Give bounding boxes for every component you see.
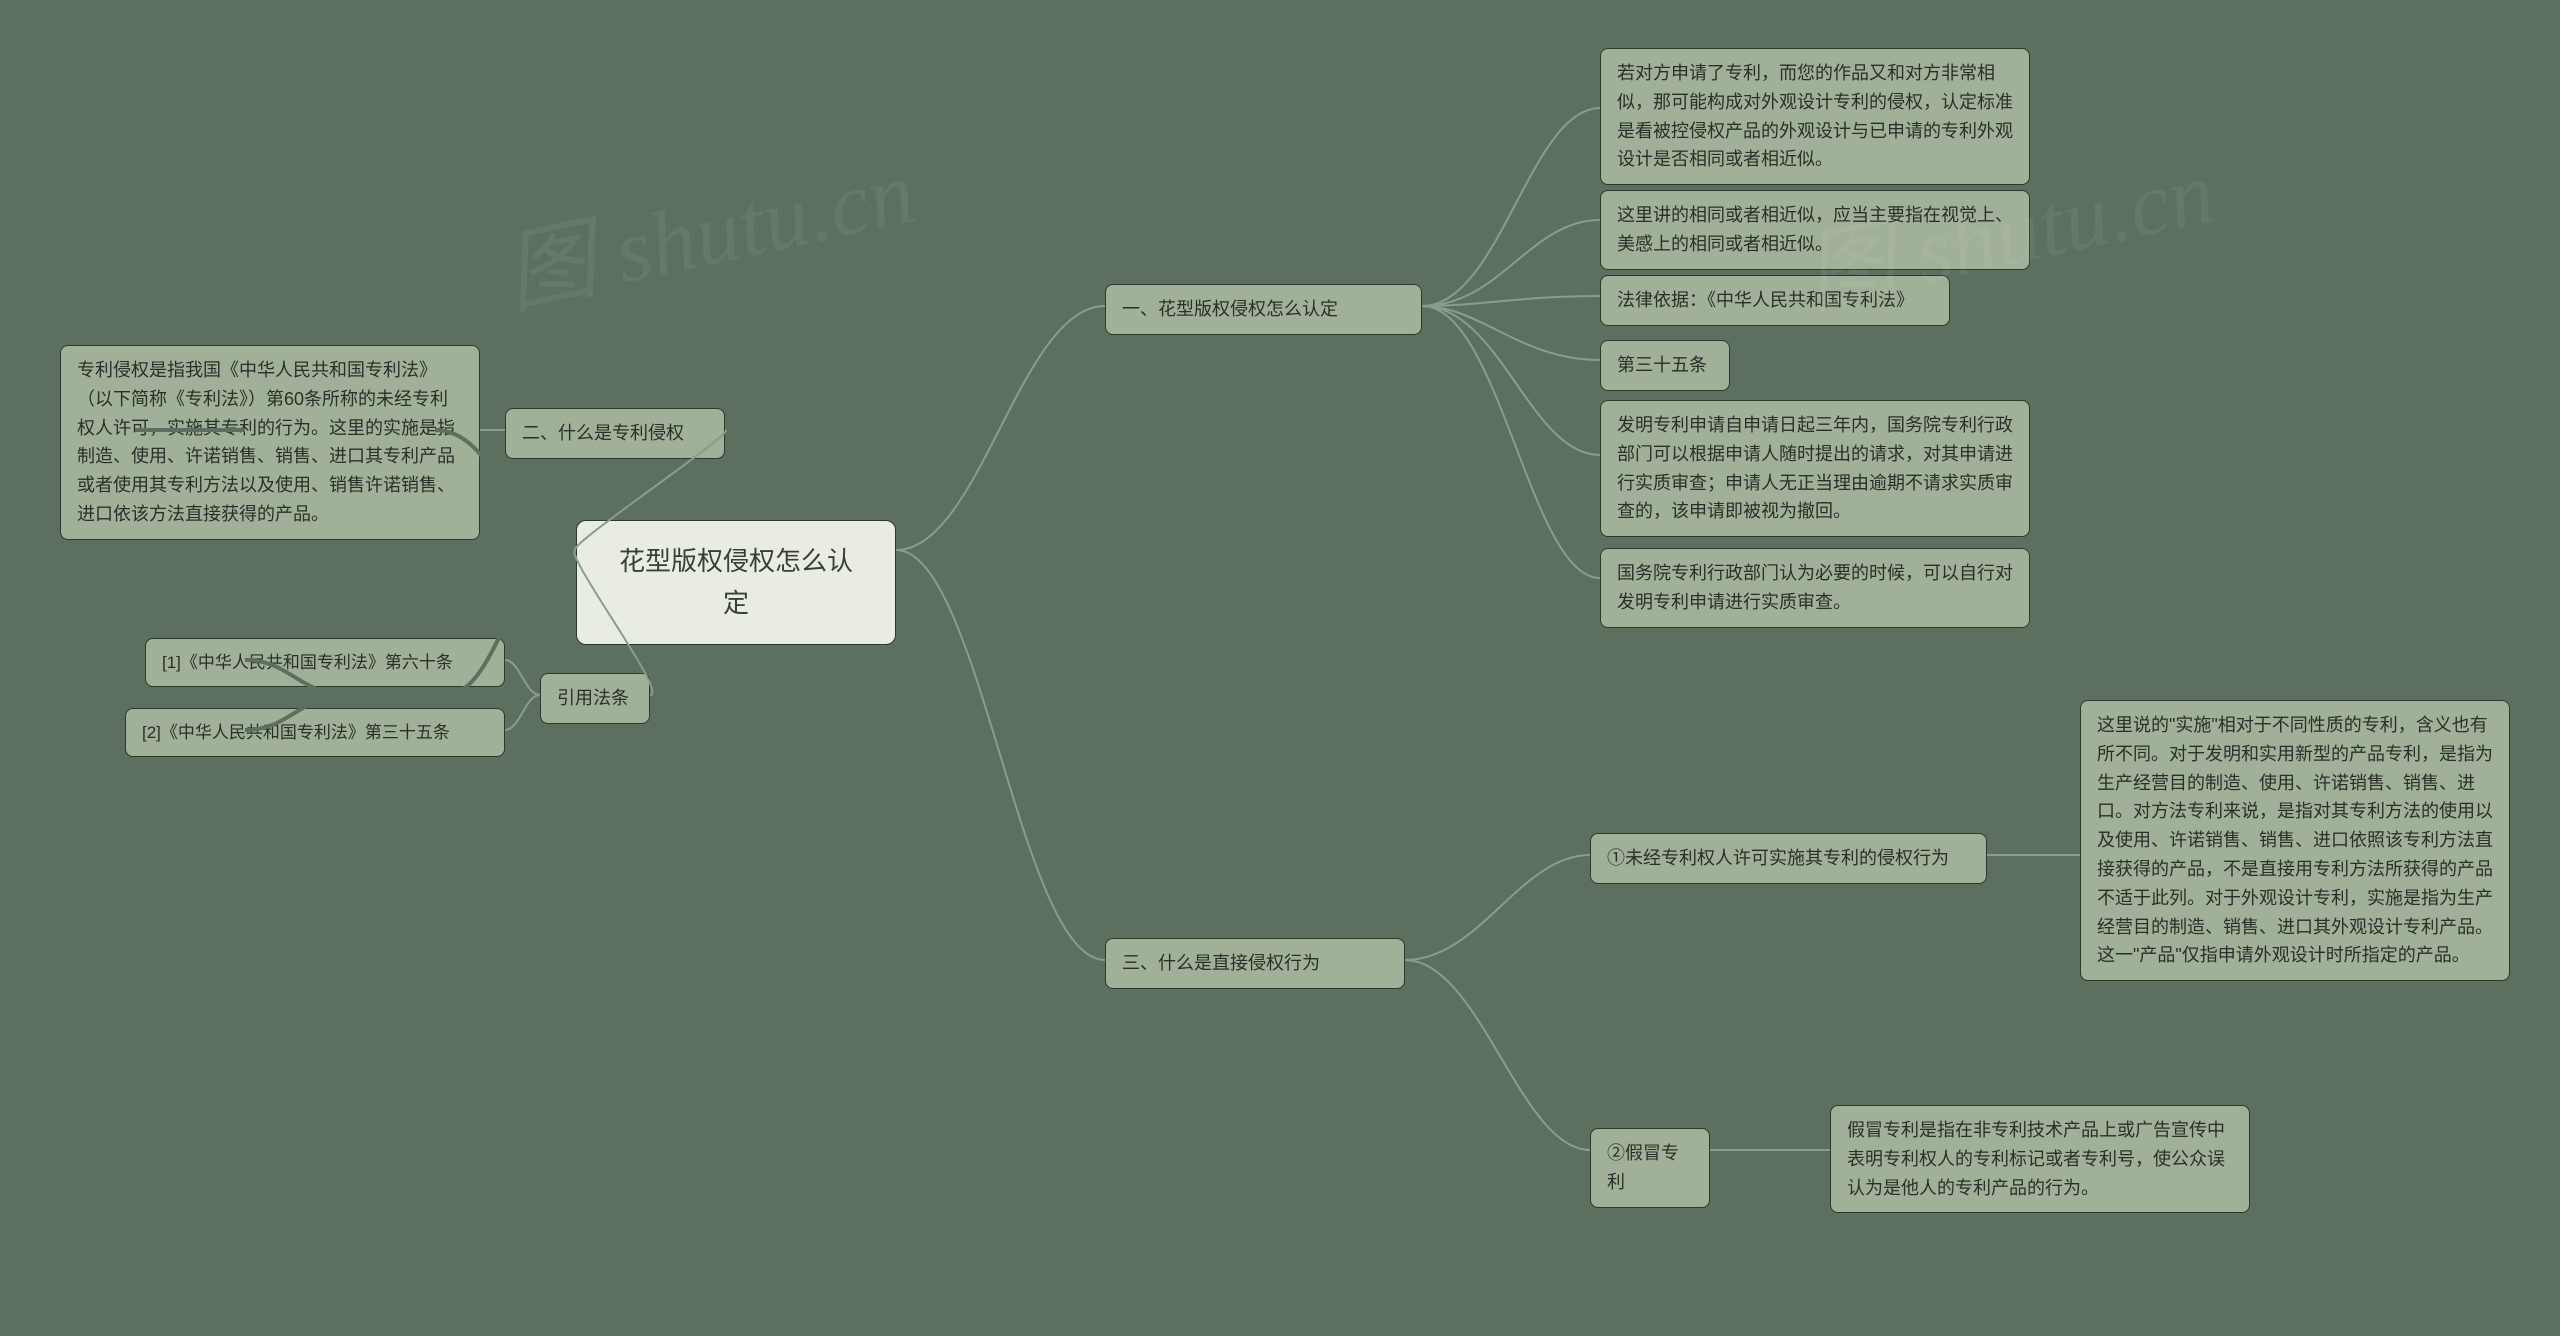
branch-3-child-2-leaf: 假冒专利是指在非专利技术产品上或广告宣传中表明专利权人的专利标记或者专利号，使公…: [1830, 1105, 2250, 1213]
branch-4-leaf-2: [2]《中华人民共和国专利法》第三十五条: [125, 708, 505, 757]
branch-1-leaf-2: 这里讲的相同或者相近似，应当主要指在视觉上、美感上的相同或者相近似。: [1600, 190, 2030, 270]
branch-1-leaf-6: 国务院专利行政部门认为必要的时候，可以自行对发明专利申请进行实质审查。: [1600, 548, 2030, 628]
branch-1-leaf-3: 法律依据：《中华人民共和国专利法》: [1600, 275, 1950, 326]
branch-3-child-2[interactable]: ②假冒专利: [1590, 1128, 1710, 1208]
branch-3-child-1-leaf: 这里说的"实施"相对于不同性质的专利，含义也有所不同。对于发明和实用新型的产品专…: [2080, 700, 2510, 981]
branch-3[interactable]: 三、什么是直接侵权行为: [1105, 938, 1405, 989]
root-node[interactable]: 花型版权侵权怎么认定: [576, 520, 896, 645]
watermark-1: 图 shutu.cn: [491, 118, 924, 331]
branch-2-leaf: 专利侵权是指我国《中华人民共和国专利法》（以下简称《专利法》）第60条所称的未经…: [60, 345, 480, 540]
branch-1-leaf-5: 发明专利申请自申请日起三年内，国务院专利行政部门可以根据申请人随时提出的请求，对…: [1600, 400, 2030, 537]
branch-1-leaf-4: 第三十五条: [1600, 340, 1730, 391]
branch-3-child-1[interactable]: ①未经专利权人许可实施其专利的侵权行为: [1590, 833, 1987, 884]
branch-1-leaf-1: 若对方申请了专利，而您的作品又和对方非常相似，那可能构成对外观设计专利的侵权，认…: [1600, 48, 2030, 185]
branch-4-leaf-1: [1]《中华人民共和国专利法》第六十条: [145, 638, 505, 687]
branch-4[interactable]: 引用法条: [540, 673, 650, 724]
branch-2[interactable]: 二、什么是专利侵权: [505, 408, 725, 459]
branch-1[interactable]: 一、花型版权侵权怎么认定: [1105, 284, 1422, 335]
